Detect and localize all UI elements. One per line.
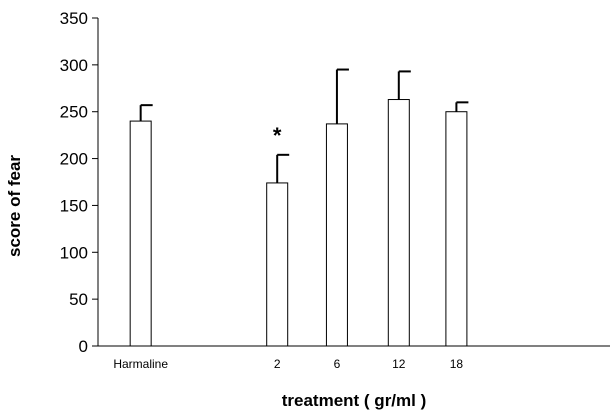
y-tick-label: 150 — [60, 196, 88, 215]
y-axis: 0 50 100 150 200 250 300 350 — [60, 9, 99, 356]
y-tick-label: 0 — [79, 337, 88, 356]
x-axis-title: treatment ( gr/ml ) — [282, 391, 427, 410]
y-tick-label: 300 — [60, 56, 88, 75]
bars: Harmaline 2 6 12 18 — [113, 68, 469, 371]
bar-12 — [387, 99, 410, 347]
bar-6 — [325, 123, 348, 347]
x-tick-label: 6 — [334, 357, 341, 371]
y-tick-label: 100 — [60, 243, 88, 262]
bar-Harmaline — [129, 120, 152, 347]
y-tick-label: 250 — [60, 103, 88, 122]
significance-marker: * — [273, 123, 282, 148]
x-tick-label: 18 — [450, 357, 464, 371]
annotations: * — [273, 123, 282, 148]
y-tick-label: 200 — [60, 150, 88, 169]
y-tick-label: 350 — [60, 9, 88, 28]
x-tick-label: Harmaline — [113, 357, 168, 371]
x-tick-label: 12 — [392, 357, 406, 371]
y-tick-label: 50 — [69, 290, 88, 309]
bar-2 — [266, 182, 289, 347]
x-tick-label: 2 — [274, 357, 281, 371]
y-axis-title: score of fear — [5, 155, 24, 257]
bar-18 — [445, 111, 468, 347]
